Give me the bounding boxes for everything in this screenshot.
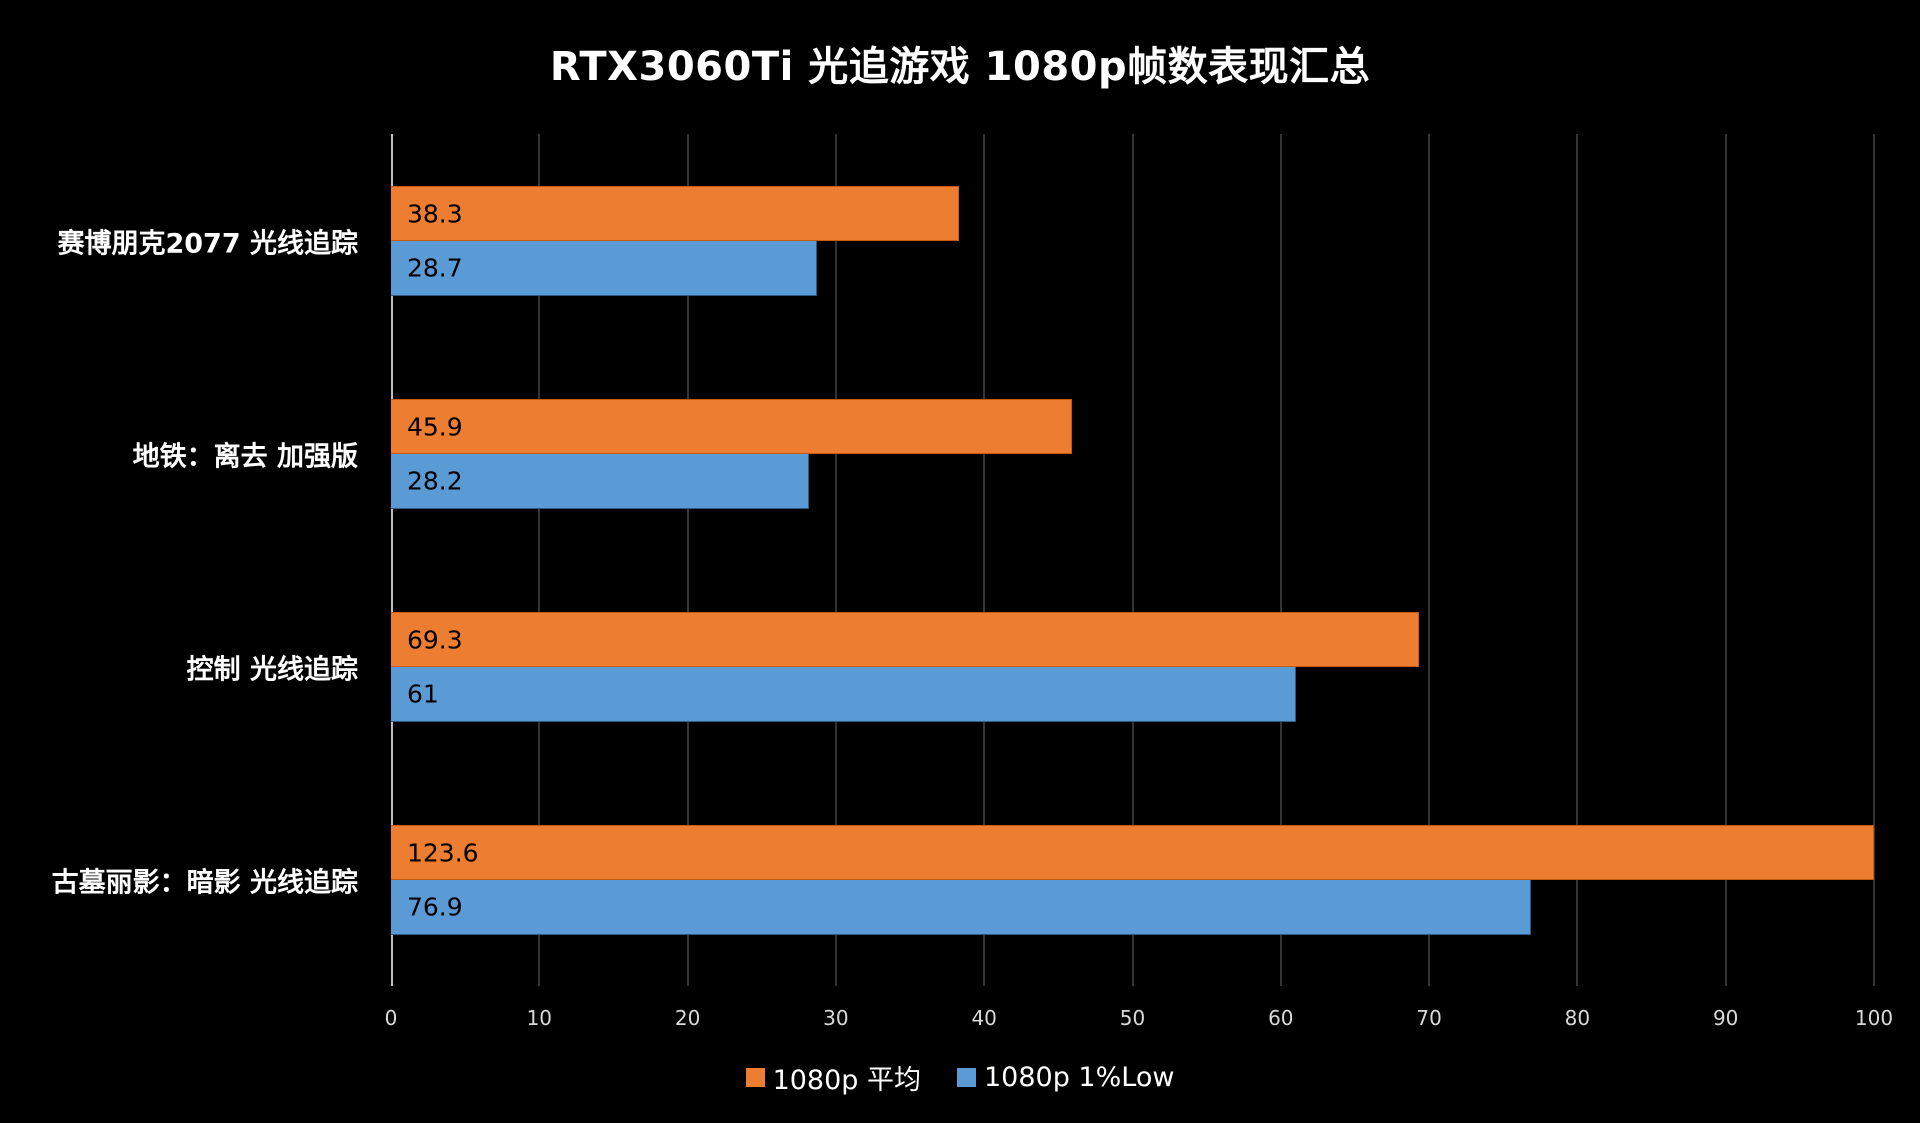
bar-low[interactable]: 28.2	[391, 454, 810, 509]
bar-avg[interactable]: 38.3	[391, 186, 959, 241]
legend-item-avg[interactable]: 1080p 平均	[745, 1058, 921, 1097]
bar-value-label: 45.9	[407, 412, 463, 441]
x-tick-label: 100	[1854, 1006, 1894, 1030]
category-label: 赛博朋克2077 光线追踪	[57, 228, 358, 260]
legend-swatch-avg-icon	[745, 1068, 765, 1087]
bar-value-label: 28.7	[407, 253, 463, 283]
legend-label-low: 1080p 1%Low	[984, 1062, 1175, 1093]
x-tick-label: 70	[1416, 1006, 1442, 1030]
legend-item-low[interactable]: 1080p 1%Low	[957, 1058, 1174, 1097]
legend: 1080p 平均 1080p 1%Low	[0, 1058, 1920, 1097]
x-tick-label: 30	[823, 1006, 849, 1030]
chart-title: RTX3060Ti 光追游戏 1080p帧数表现汇总	[549, 44, 1371, 90]
bar-avg[interactable]: 123.6	[391, 825, 1874, 880]
bar-value-label: 123.6	[407, 838, 479, 867]
bar-value-label: 28.2	[407, 466, 463, 496]
gridline	[1724, 134, 1727, 986]
bar-value-label: 76.9	[407, 892, 463, 922]
bar-avg[interactable]: 69.3	[391, 612, 1419, 667]
category-label: 古墓丽影：暗影 光线追踪	[51, 867, 358, 899]
bar-low[interactable]: 76.9	[391, 880, 1532, 935]
bar-value-label: 61	[407, 679, 439, 709]
x-tick-label: 50	[1119, 1006, 1146, 1030]
x-tick-label: 40	[971, 1006, 997, 1030]
x-tick-label: 80	[1564, 1006, 1591, 1030]
x-tick-label: 10	[526, 1006, 553, 1030]
gridline	[983, 134, 986, 986]
x-tick-label: 90	[1712, 1006, 1739, 1030]
x-tick-label: 60	[1268, 1006, 1294, 1030]
bar-low[interactable]: 28.7	[391, 241, 817, 296]
category-label: 地铁：离去 加强版	[132, 441, 358, 473]
legend-label-avg: 1080p 平均	[772, 1065, 921, 1096]
bar-low[interactable]: 61	[391, 667, 1296, 722]
bar-value-label: 69.3	[407, 625, 463, 654]
gridline	[1279, 134, 1282, 986]
bar-avg[interactable]: 45.9	[391, 399, 1072, 454]
gridline	[1131, 134, 1134, 986]
legend-swatch-low-icon	[957, 1068, 976, 1087]
bar-value-label: 38.3	[407, 199, 463, 228]
category-label: 控制 光线追踪	[186, 654, 358, 686]
x-tick-label: 0	[384, 1006, 398, 1030]
gridline	[834, 134, 837, 986]
plot-area: 38.3 28.7 45.9 28.2 69.3 61 123.6 76.9	[391, 134, 1875, 986]
x-tick-label: 20	[674, 1006, 701, 1030]
gridline	[538, 134, 541, 986]
y-axis-line	[391, 134, 393, 986]
gridline	[686, 134, 689, 986]
gridline	[1428, 134, 1431, 986]
gridline	[1576, 134, 1579, 986]
gridline	[1873, 134, 1875, 986]
